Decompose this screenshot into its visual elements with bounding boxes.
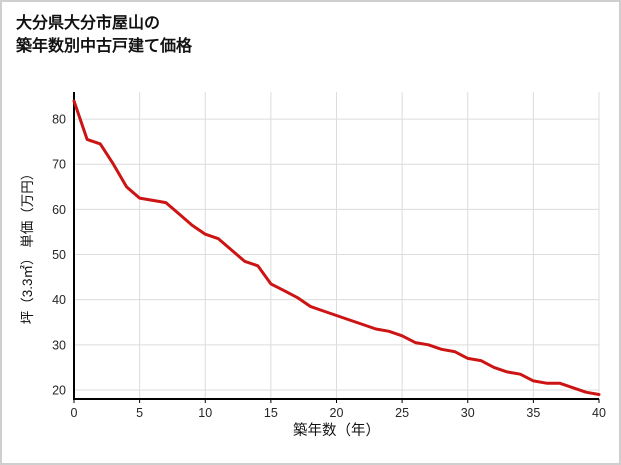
x-tick-label: 5 bbox=[136, 406, 143, 420]
y-tick-label: 60 bbox=[52, 203, 66, 217]
y-axis-title: 坪（3.3㎡） 単価（万円） bbox=[20, 167, 35, 325]
x-axis-title: 築年数（年） bbox=[293, 421, 380, 439]
x-tick-label: 10 bbox=[198, 406, 212, 420]
y-tick-label: 20 bbox=[52, 383, 66, 397]
chart-title: 大分県大分市屋山の 築年数別中古戸建て価格 bbox=[16, 12, 192, 58]
x-tick-label: 0 bbox=[71, 406, 78, 420]
y-tick-label: 50 bbox=[52, 248, 66, 262]
x-tick-label: 25 bbox=[395, 406, 409, 420]
chart-title-line2: 築年数別中古戸建て価格 bbox=[16, 38, 193, 56]
x-tick-label: 30 bbox=[461, 406, 475, 420]
y-tick-label: 30 bbox=[52, 338, 66, 352]
chart-title-line1: 大分県大分市屋山の bbox=[16, 15, 161, 32]
x-tick-label: 35 bbox=[526, 406, 540, 420]
x-tick-label: 40 bbox=[592, 406, 606, 420]
y-tick-label: 70 bbox=[52, 158, 66, 172]
price-line-series bbox=[72, 99, 601, 396]
y-tick-label: 40 bbox=[52, 293, 66, 307]
x-tick-label: 20 bbox=[330, 406, 344, 420]
x-tick-label: 15 bbox=[264, 406, 278, 420]
y-tick-label: 80 bbox=[52, 113, 66, 127]
